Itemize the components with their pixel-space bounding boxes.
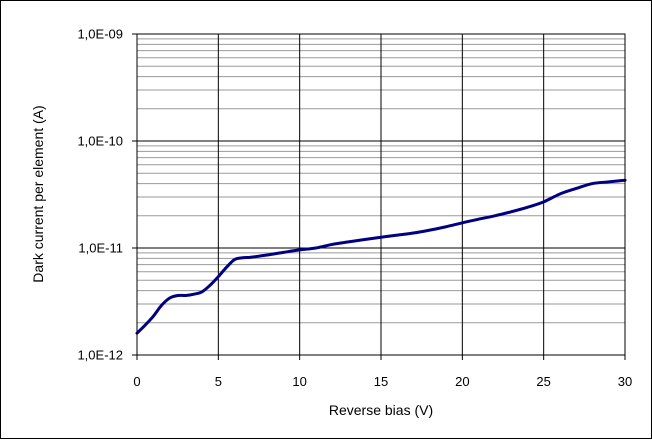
y-axis-label: Dark current per element (A)	[30, 105, 46, 282]
x-axis-label: Reverse bias (V)	[329, 402, 433, 418]
y-tick-label: 1,0E-09	[77, 27, 123, 42]
series-line	[135, 178, 627, 335]
y-tick-label: 1,0E-10	[77, 134, 123, 149]
tick-label-layer: 1,0E-12 1,0E-11 1,0E-10 1,0E-09 0 5 10 15 20 25 30	[77, 27, 632, 390]
x-tick-label: 30	[618, 374, 632, 389]
x-tick-label: 25	[536, 374, 550, 389]
series-layer	[135, 178, 627, 335]
y-tick-label: 1,0E-12	[77, 348, 123, 363]
x-tick-label: 15	[374, 374, 388, 389]
x-tick-label: 20	[455, 374, 469, 389]
x-tick-label: 5	[215, 374, 222, 389]
y-tick-label: 1,0E-11	[78, 241, 123, 256]
x-tick-label: 10	[292, 374, 306, 389]
x-tick-label: 0	[133, 374, 140, 389]
